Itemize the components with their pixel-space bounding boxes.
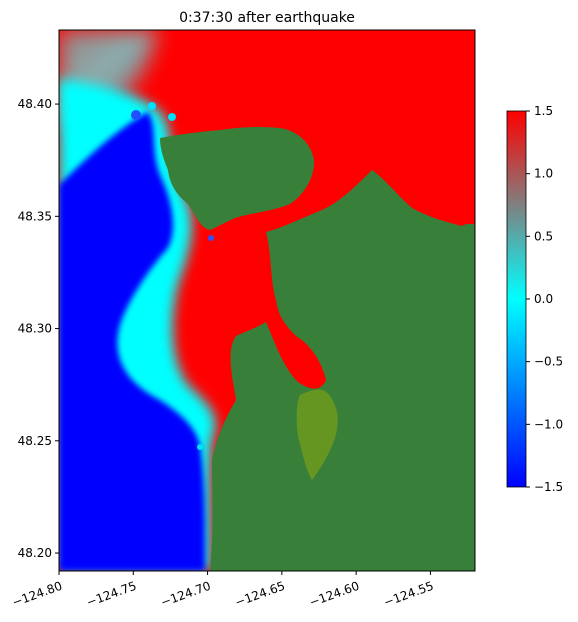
speckle bbox=[131, 110, 141, 120]
x-tick-label: −124.75 bbox=[85, 579, 139, 610]
colorbar-tick-label: 1.5 bbox=[534, 104, 553, 118]
speckle bbox=[148, 102, 156, 110]
colorbar-tick-label: −1.5 bbox=[534, 480, 563, 494]
land-wetland bbox=[296, 389, 338, 480]
speckle bbox=[168, 113, 176, 121]
speckle bbox=[197, 444, 203, 450]
negative-wave-region bbox=[59, 112, 205, 571]
colorbar-tick-label: −1.0 bbox=[534, 417, 563, 431]
chart-title: 0:37:30 after earthquake bbox=[179, 10, 355, 26]
x-tick-label: −124.80 bbox=[10, 579, 64, 610]
plot-frame bbox=[58, 29, 476, 572]
colorbar-tick-label: 0.5 bbox=[534, 229, 553, 243]
land-main-mass bbox=[210, 170, 475, 571]
y-axis: 48.20 48.25 48.30 48.35 48.40 bbox=[18, 97, 59, 560]
colorbar-gradient bbox=[506, 110, 527, 488]
colorbar-tick-label: 0.0 bbox=[534, 292, 553, 306]
x-tick-label: −124.65 bbox=[233, 579, 287, 610]
colorbar: −1.5 −1.0 −0.5 0.0 0.5 1.0 1.5 bbox=[506, 104, 563, 494]
land-northern-headland bbox=[160, 126, 315, 230]
x-tick-label: −124.55 bbox=[382, 579, 436, 610]
y-tick-label: 48.35 bbox=[18, 209, 52, 223]
colorbar-tick-label: 1.0 bbox=[534, 167, 553, 181]
wave-height-field bbox=[59, 30, 475, 571]
y-tick-label: 48.40 bbox=[18, 97, 52, 111]
x-tick-label: −124.70 bbox=[159, 579, 213, 610]
y-tick-label: 48.25 bbox=[18, 434, 52, 448]
y-tick-label: 48.30 bbox=[18, 322, 52, 336]
colorbar-tick-label: −0.5 bbox=[534, 355, 563, 369]
speckle bbox=[208, 235, 214, 241]
x-tick-label: −124.60 bbox=[307, 579, 361, 610]
x-axis: −124.80 −124.75 −124.70 −124.65 −124.60 −124.… bbox=[10, 571, 435, 610]
colorbar-axis: −1.5 −1.0 −0.5 0.0 0.5 1.0 1.5 bbox=[526, 104, 563, 494]
y-tick-label: 48.20 bbox=[18, 546, 52, 560]
